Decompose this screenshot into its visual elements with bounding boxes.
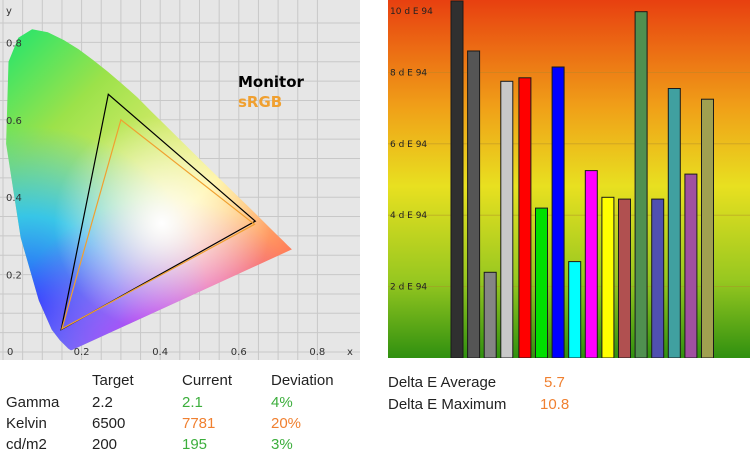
luminance-target: 200: [92, 436, 118, 453]
delta-e-bar: [467, 50, 481, 358]
luminance-current: 195: [182, 436, 208, 453]
header-current: Current: [182, 372, 233, 389]
cie-y-tick: 0.4: [6, 193, 22, 204]
cie-diagram: 0 0.2 0.4 0.6 0.8 0.2 0.4 0.6 0.8 y x Monitor sR…: [0, 0, 360, 360]
bar-y-tick: 6 d E 94: [390, 140, 427, 150]
delta-e-bar: [684, 173, 698, 358]
luminance-deviation: 3%: [271, 436, 293, 453]
row-label-kelvin: Kelvin: [6, 415, 47, 432]
row-label-luminance: cd/m2: [6, 436, 47, 453]
bar-y-tick: 10 d E 94: [390, 7, 433, 17]
cie-y-axis-label: y: [6, 6, 12, 17]
bar-y-tick: 8 d E 94: [390, 68, 427, 78]
kelvin-deviation: 20%: [271, 415, 302, 432]
cie-y-tick: 0.6: [6, 116, 22, 127]
delta-e-bar: [667, 88, 681, 358]
cie-x-tick: 0.4: [152, 347, 168, 358]
delta-e-bar: [701, 98, 714, 358]
cie-x-tick: 0: [7, 347, 13, 358]
cie-y-tick: 0.8: [6, 38, 22, 49]
cie-y-tick: 0.2: [6, 271, 22, 282]
bar-y-tick: 2 d E 94: [390, 283, 427, 293]
legend-monitor: Monitor: [238, 73, 305, 91]
srgb-gamut-triangle: [60, 118, 256, 331]
delta-e-bar: [601, 196, 615, 358]
calibration-stats: Target Current Deviation Gamma 2.2 2.1 4…: [0, 372, 380, 458]
delta-e-bar: [500, 80, 514, 358]
delta-e-bar: [584, 170, 598, 358]
delta-e-bar: [551, 66, 565, 358]
cie-x-tick: 0.8: [309, 347, 325, 358]
delta-e-bar: [568, 261, 582, 358]
delta-e-maximum-label: Delta E Maximum: [388, 396, 507, 413]
delta-e-bar-chart: 2 d E 94 4 d E 94 6 d E 94 8 d E 94 10 d E 9…: [388, 0, 750, 358]
delta-e-average-label: Delta E Average: [388, 374, 497, 391]
delta-e-maximum-value: 10.8: [540, 396, 570, 413]
monitor-gamut-triangle: [60, 93, 257, 331]
row-label-gamma: Gamma: [6, 394, 60, 411]
delta-e-bar: [535, 207, 548, 358]
cie-x-axis-label: x: [347, 347, 353, 358]
gamma-deviation: 4%: [271, 394, 293, 411]
gamma-current: 2.1: [182, 394, 203, 411]
gamma-target: 2.2: [92, 394, 113, 411]
delta-e-summary: Delta E Average 5.7 Delta E Maximum 10.8: [388, 372, 750, 458]
kelvin-target: 6500: [92, 415, 126, 432]
header-target: Target: [92, 372, 134, 389]
delta-e-bar: [450, 0, 464, 358]
cie-x-tick: 0.2: [74, 347, 90, 358]
delta-e-bar: [618, 198, 631, 358]
delta-e-bar: [483, 271, 497, 358]
header-deviation: Deviation: [271, 372, 334, 389]
delta-e-bar: [634, 11, 648, 358]
delta-e-bar: [518, 77, 532, 358]
bar-y-tick: 4 d E 94: [390, 211, 427, 221]
delta-e-bar: [651, 198, 665, 358]
kelvin-current: 7781: [182, 415, 216, 432]
delta-e-average-value: 5.7: [544, 374, 565, 391]
cie-x-tick: 0.6: [231, 347, 247, 358]
legend-srgb: sRGB: [238, 93, 282, 111]
